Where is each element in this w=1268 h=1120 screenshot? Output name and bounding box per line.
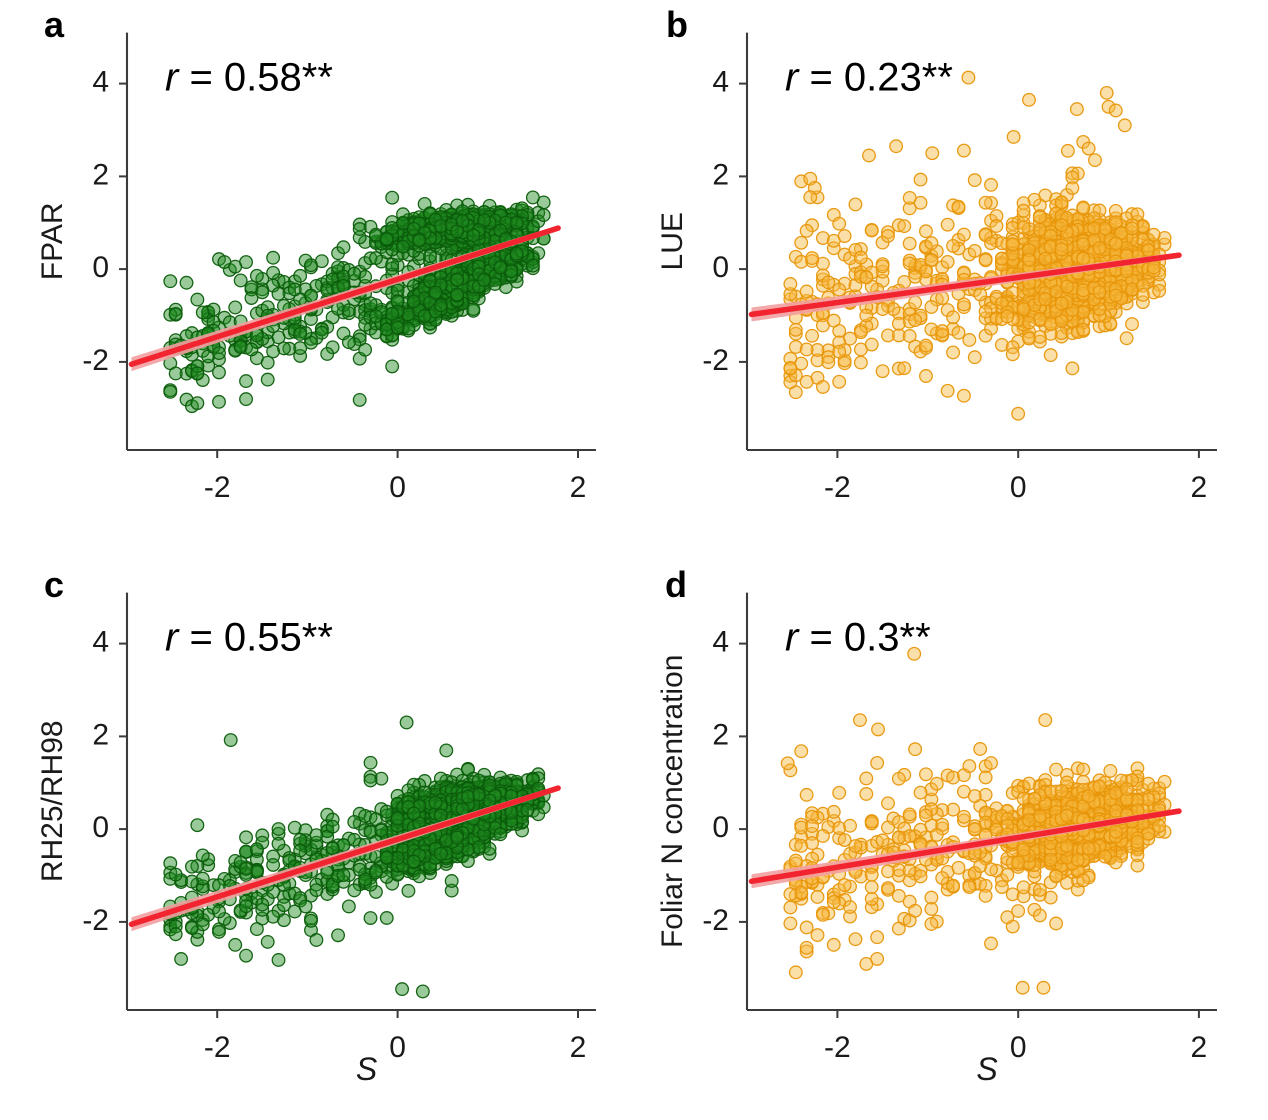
svg-text:-2: -2 <box>204 471 231 504</box>
svg-text:-2: -2 <box>82 344 109 377</box>
svg-text:0: 0 <box>92 251 109 284</box>
svg-text:r = 0.58**: r = 0.58** <box>165 56 333 100</box>
svg-text:4: 4 <box>712 66 729 99</box>
svg-text:LUE: LUE <box>656 212 689 270</box>
svg-text:2: 2 <box>712 158 729 191</box>
svg-text:2: 2 <box>92 158 109 191</box>
svg-text:0: 0 <box>712 251 729 284</box>
svg-text:2: 2 <box>1191 471 1208 504</box>
svg-text:r = 0.23**: r = 0.23** <box>785 56 953 100</box>
svg-text:-2: -2 <box>824 471 851 504</box>
svg-text:0: 0 <box>389 471 406 504</box>
svg-text:0: 0 <box>1010 471 1027 504</box>
svg-text:2: 2 <box>570 471 587 504</box>
svg-text:-2: -2 <box>702 344 729 377</box>
svg-text:b: b <box>666 4 688 45</box>
svg-text:4: 4 <box>92 66 109 99</box>
svg-text:FPAR: FPAR <box>36 202 69 280</box>
svg-text:a: a <box>44 4 65 45</box>
